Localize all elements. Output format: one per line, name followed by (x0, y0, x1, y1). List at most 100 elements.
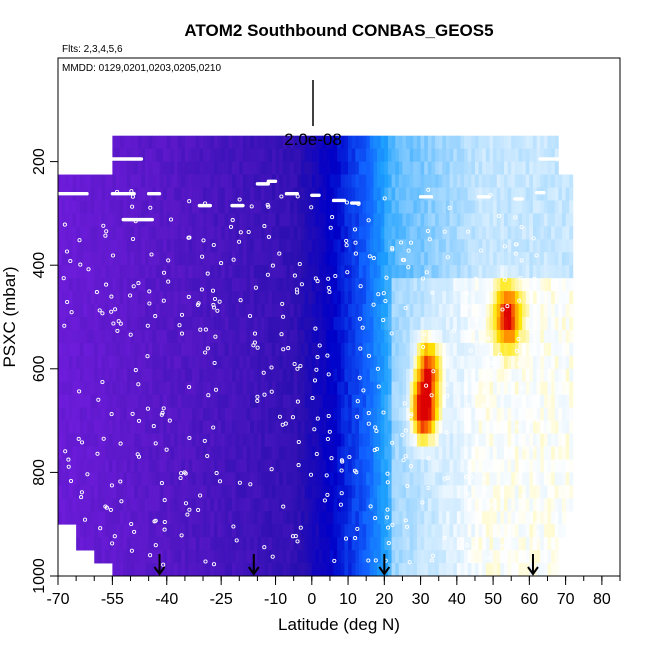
heatmap-cell (489, 485, 494, 499)
heatmap-cell (290, 511, 295, 525)
heatmap-cell (337, 252, 342, 266)
heatmap-cell (286, 485, 291, 499)
heatmap-cell (221, 200, 226, 214)
heatmap-cell (402, 329, 407, 344)
heatmap-cell (188, 265, 193, 279)
heatmap-cell (373, 368, 378, 383)
heatmap-cell (188, 355, 193, 370)
heatmap-cell (257, 511, 262, 525)
heatmap-cell (413, 304, 418, 318)
heatmap-cell (409, 537, 414, 551)
heatmap-cell (163, 291, 168, 305)
heatmap-cell (116, 278, 121, 292)
heatmap-cell (210, 174, 215, 188)
heatmap-cell (61, 368, 66, 383)
heatmap-cell (286, 368, 291, 383)
heatmap-cell (478, 472, 483, 486)
heatmap-cell (134, 200, 139, 214)
heatmap-cell (293, 368, 298, 383)
sample-point (211, 425, 216, 430)
heatmap-cell (362, 537, 367, 551)
heatmap-cell (449, 368, 454, 383)
heatmap-cell (297, 161, 302, 175)
heatmap-cell (351, 187, 356, 201)
heatmap-cell (239, 252, 244, 266)
heatmap-cell (221, 174, 226, 188)
heatmap-cell (456, 291, 461, 305)
heatmap-cell (300, 524, 305, 538)
heatmap-cell (402, 511, 407, 525)
sample-point (270, 263, 275, 268)
heatmap-cell (152, 291, 157, 305)
heatmap-cell (561, 252, 567, 266)
heatmap-cell (206, 304, 211, 318)
heatmap-cell (311, 161, 316, 175)
heatmap-cell (253, 200, 258, 214)
heatmap-cell (525, 485, 530, 499)
heatmap-cell (474, 563, 479, 577)
heatmap-cell (199, 563, 204, 577)
heatmap-cell (188, 472, 193, 486)
heatmap-cell (79, 420, 84, 434)
heatmap-cell (366, 278, 371, 292)
heatmap-cell (456, 187, 461, 201)
heatmap-cell (406, 174, 411, 188)
heatmap-cell (105, 524, 110, 538)
heatmap-cell (471, 226, 476, 240)
heatmap-cell (442, 291, 447, 305)
sample-point (131, 284, 136, 289)
heatmap-cell (344, 135, 349, 150)
heatmap-cell (155, 278, 160, 292)
heatmap-cell (344, 174, 349, 188)
heatmap-cell (474, 537, 479, 551)
heatmap-cell (369, 355, 374, 370)
heatmap-cell (188, 213, 193, 227)
heatmap-cell (206, 161, 211, 175)
heatmap-cell (232, 459, 237, 473)
sample-point (167, 418, 172, 423)
heatmap-cell (268, 524, 273, 538)
heatmap-cell (166, 329, 171, 344)
heatmap-cell (217, 304, 222, 318)
heatmap-cell (561, 239, 567, 253)
heatmap-cell (518, 355, 523, 370)
heatmap-cell (406, 381, 411, 396)
heatmap-cell (518, 433, 523, 447)
heatmap-cell (402, 446, 407, 460)
heatmap-cell (203, 265, 208, 279)
heatmap-cell (416, 485, 421, 499)
heatmap-cell (123, 420, 128, 434)
heatmap-cell (442, 355, 447, 370)
heatmap-cell (384, 355, 389, 370)
heatmap-cell (543, 342, 548, 357)
heatmap-cell (261, 498, 266, 512)
heatmap-cell (166, 407, 171, 421)
heatmap-cell (464, 342, 469, 357)
heatmap-cell (206, 355, 211, 370)
heatmap-cell (536, 200, 541, 214)
sample-point (153, 518, 158, 523)
heatmap-cell (478, 433, 483, 447)
heatmap-cell (358, 381, 363, 396)
heatmap-cell (290, 342, 295, 357)
heatmap-cell (529, 265, 534, 279)
heatmap-cell (315, 278, 320, 292)
heatmap-cell (387, 498, 392, 512)
heatmap-cell (377, 485, 382, 499)
heatmap-cell (282, 420, 287, 434)
heatmap-cell (427, 200, 432, 214)
heatmap-cell (308, 317, 313, 331)
sample-point (178, 475, 183, 481)
heatmap-cell (500, 148, 505, 162)
heatmap-cell (449, 239, 454, 253)
heatmap-cell (279, 550, 284, 564)
heatmap-cell (529, 239, 534, 253)
heatmap-cell (297, 174, 302, 188)
heatmap-cell (271, 239, 276, 253)
heatmap-cell (166, 304, 171, 318)
heatmap-cell (123, 511, 128, 525)
heatmap-cell (152, 239, 157, 253)
heatmap-cell (445, 459, 450, 473)
sample-point (147, 289, 152, 294)
heatmap-cell (253, 550, 258, 564)
